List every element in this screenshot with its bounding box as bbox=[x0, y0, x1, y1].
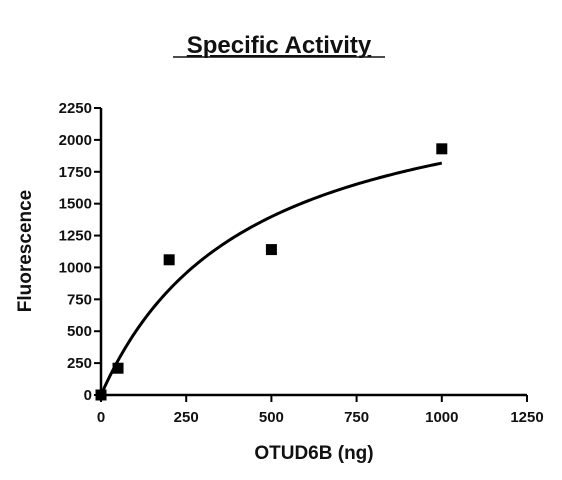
data-point bbox=[163, 254, 175, 266]
y-tick-label: 2250 bbox=[59, 100, 92, 117]
y-axis-label: Fluorescence bbox=[15, 190, 36, 313]
y-tick-label: 750 bbox=[67, 291, 92, 308]
x-tick-label: 750 bbox=[344, 409, 369, 426]
chart-title: Specific Activity bbox=[187, 32, 372, 59]
y-tick-label: 1500 bbox=[59, 196, 92, 213]
y-tick-label: 1250 bbox=[59, 228, 92, 245]
x-tick-label: 1250 bbox=[510, 409, 543, 426]
y-tick-label: 250 bbox=[67, 355, 92, 372]
x-tick-label: 500 bbox=[259, 409, 284, 426]
y-tick-label: 0 bbox=[84, 387, 92, 404]
data-point bbox=[265, 244, 277, 256]
data-point bbox=[436, 143, 448, 155]
data-point bbox=[112, 362, 124, 374]
y-tick-label: 2000 bbox=[59, 132, 92, 149]
data-point bbox=[95, 389, 107, 401]
x-tick-label: 250 bbox=[174, 409, 199, 426]
data-points bbox=[95, 143, 448, 401]
y-axis-ticks: 0 250 500 750 1000 1250 1500 1750 2000 2250 bbox=[59, 100, 101, 404]
y-tick-label: 500 bbox=[67, 323, 92, 340]
fit-curve bbox=[99, 161, 443, 396]
x-axis-label: OTUD6B (ng) bbox=[254, 443, 373, 464]
x-tick-label: 1000 bbox=[425, 409, 458, 426]
x-tick-label: 0 bbox=[97, 409, 105, 426]
x-axis-ticks: 0 250 500 750 1000 1250 bbox=[97, 395, 544, 426]
y-tick-label: 1000 bbox=[59, 259, 92, 276]
y-tick-label: 1750 bbox=[59, 164, 92, 181]
